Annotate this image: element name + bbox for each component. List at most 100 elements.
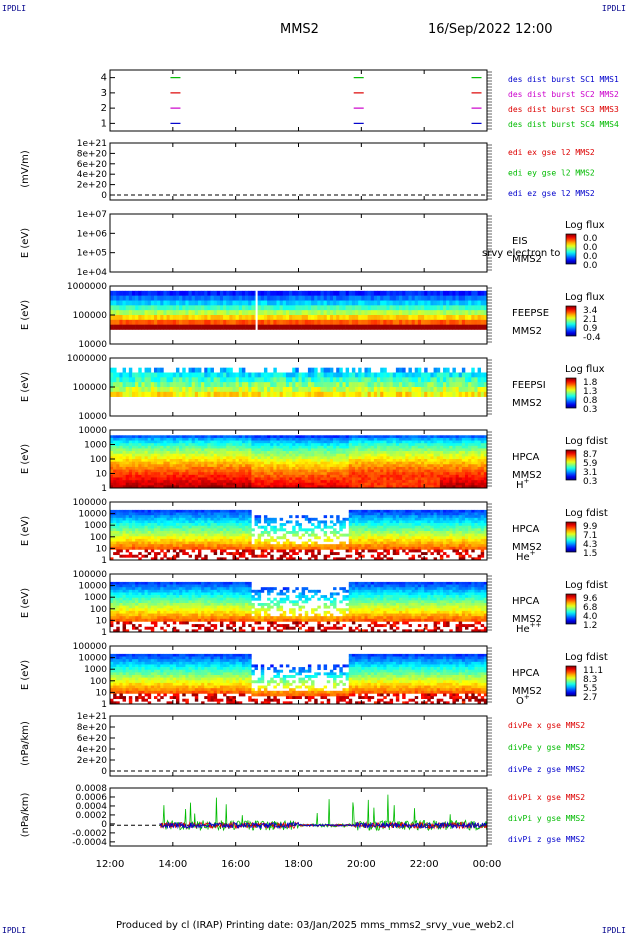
burst-y-tick-label: 2	[101, 103, 107, 114]
hpca_h-colorbar-title: Log fdist	[565, 436, 608, 447]
eis-y-tick-label: 1e+05	[77, 249, 107, 259]
eis-colorbar-tick: 0.0	[583, 261, 598, 271]
eis-y-tick-label: 1e+07	[77, 210, 107, 220]
hpca_o-y-tick-label: 100	[90, 677, 107, 687]
hpca_he-ylabel: E (eV)	[20, 516, 31, 546]
eis-colorbar-title: Log flux	[565, 220, 605, 231]
x-axis-tick-label: 16:00	[221, 859, 250, 870]
edi-y-tick-label: 6e+20	[77, 160, 108, 170]
hpca_h-ylabel: E (eV)	[20, 444, 31, 474]
divpe-legend-entry: divPe z gse MMS2	[508, 765, 585, 774]
eis-colorbar	[566, 234, 576, 264]
x-axis-tick-label: 18:00	[284, 859, 313, 870]
edi-y-tick-label: 0	[101, 191, 107, 201]
edi-ylabel: (mV/m)	[20, 150, 31, 188]
edi-legend-entry: edi ey gse l2 MMS2	[508, 169, 595, 178]
edi-y-tick-label: 4e+20	[77, 170, 108, 180]
edi-legend-entry: edi ex gse l2 MMS2	[508, 148, 595, 157]
hpca_he2-y-tick-label: 1000	[84, 593, 107, 603]
hpca_h-y-tick-label: 10	[96, 470, 108, 480]
divpe-y-tick-label: 1e+21	[77, 712, 107, 722]
feepse-y-tick-label: 10000	[78, 340, 107, 350]
burst-panel	[170, 78, 481, 124]
divpe-y-tick-label: 6e+20	[77, 734, 108, 744]
hpca_he-y-tick-label: 100	[90, 533, 107, 543]
feepsi-instrument-label: FEEPSI	[512, 380, 546, 391]
hpca_o-ylabel: E (eV)	[20, 660, 31, 690]
x-axis-tick-label: 12:00	[96, 859, 125, 870]
hpca_h-y-tick-label: 1000	[84, 441, 107, 451]
hpca_he2-y-tick-label: 100	[90, 605, 107, 615]
eis-overlap-text: srvy electron to	[482, 248, 560, 259]
hpca_he2-colorbar-title: Log fdist	[565, 580, 608, 591]
hpca_he2-instrument-label: HPCA	[512, 596, 540, 607]
hpca_he-species-label: He+	[516, 549, 536, 563]
burst-legend-entry: des dist burst SC4 MMS4	[508, 120, 619, 129]
hpca_he-y-tick-label: 10	[96, 544, 108, 554]
divpe-y-tick-label: 4e+20	[77, 745, 108, 755]
hpca_h-y-tick-label: 100	[90, 455, 107, 465]
hpca_he2-colorbar	[566, 594, 576, 624]
hpca_he-instrument-label: HPCA	[512, 524, 540, 535]
hpca_he2-colorbar-tick: 1.2	[583, 621, 597, 631]
feepsi-colorbar	[566, 378, 576, 408]
burst-legend-entry: des dist burst SC2 MMS2	[508, 90, 619, 99]
feepse-panel	[110, 286, 487, 344]
hpca_o-y-tick-label: 1	[101, 700, 107, 710]
edi-y-tick-label: 1e+21	[77, 139, 107, 149]
burst-y-tick-label: 1	[101, 118, 107, 129]
hpca_o-y-tick-label: 100000	[73, 642, 108, 652]
burst-y-tick-label: 4	[101, 73, 107, 84]
feepsi-y-tick-label: 100000	[73, 383, 108, 393]
hpca_o-y-tick-label: 1000	[84, 665, 107, 675]
divpe-legend-entry: divPe x gse MMS2	[508, 721, 585, 730]
divpe-legend-entry: divPe y gse MMS2	[508, 743, 585, 752]
x-axis-tick-label: 00:00	[473, 859, 502, 870]
divpe-y-tick-label: 2e+20	[77, 756, 108, 766]
feepse-data-gap	[256, 286, 258, 344]
hpca_o-colorbar-title: Log fdist	[565, 652, 608, 663]
hpca_he2-panel	[110, 582, 487, 632]
eis-instrument-label: EIS	[512, 236, 528, 247]
burst-legend-entry: des dist burst SC1 MMS1	[508, 75, 619, 84]
divpi-frame	[110, 788, 487, 846]
hpca_h-y-tick-label: 10000	[78, 426, 107, 436]
feepsi-y-tick-label: 10000	[78, 412, 107, 422]
hpca_o-panel	[110, 654, 487, 704]
feepse-y-tick-label: 100000	[73, 311, 108, 321]
feepsi-spacecraft-label: MMS2	[512, 398, 542, 409]
feepsi-colorbar-title: Log flux	[565, 364, 605, 375]
eis-frame	[110, 214, 487, 272]
divpi-legend-entry: divPi z gse MMS2	[508, 835, 585, 844]
x-axis-tick-label: 22:00	[410, 859, 439, 870]
hpca_he2-ylabel: E (eV)	[20, 588, 31, 618]
divpe-frame	[110, 716, 487, 776]
hpca_he-colorbar	[566, 522, 576, 552]
hpca_o-y-tick-label: 10	[96, 688, 108, 698]
eis-y-tick-label: 1e+06	[77, 229, 108, 239]
hpca_he-y-tick-label: 10000	[78, 510, 107, 520]
divpi-y-tick-label: -0.0004	[72, 838, 107, 848]
hpca_he2-y-tick-label: 10000	[78, 582, 107, 592]
hpca_he-panel	[110, 510, 487, 560]
burst-frame	[110, 70, 487, 131]
hpca_o-species-label: O+	[516, 693, 530, 707]
feepse-instrument-label: FEEPSE	[512, 308, 549, 319]
hpca_h-species-label: H+	[516, 477, 530, 491]
feepse-colorbar-title: Log flux	[565, 292, 605, 303]
divpe-ylabel: (nPa/km)	[20, 721, 31, 766]
eis-y-tick-label: 1e+04	[77, 268, 108, 278]
divpe-y-tick-label: 8e+20	[77, 723, 108, 733]
hpca_he-colorbar-title: Log fdist	[565, 508, 608, 519]
eis-ylabel: E (eV)	[20, 228, 31, 258]
footer-credit: Produced by cl (IRAP) Printing date: 03/…	[0, 920, 630, 931]
hpca_h-panel	[110, 435, 487, 488]
burst-y-tick-label: 3	[101, 88, 107, 99]
x-axis-tick-label: 20:00	[347, 859, 376, 870]
feepse-colorbar-tick: -0.4	[583, 333, 601, 343]
hpca_o-colorbar-tick: 2.7	[583, 693, 597, 703]
hpca_h-y-tick-label: 1	[101, 484, 107, 494]
divpi-legend-entry: divPi y gse MMS2	[508, 814, 585, 823]
edi-legend-entry: edi ez gse l2 MMS2	[508, 189, 595, 198]
